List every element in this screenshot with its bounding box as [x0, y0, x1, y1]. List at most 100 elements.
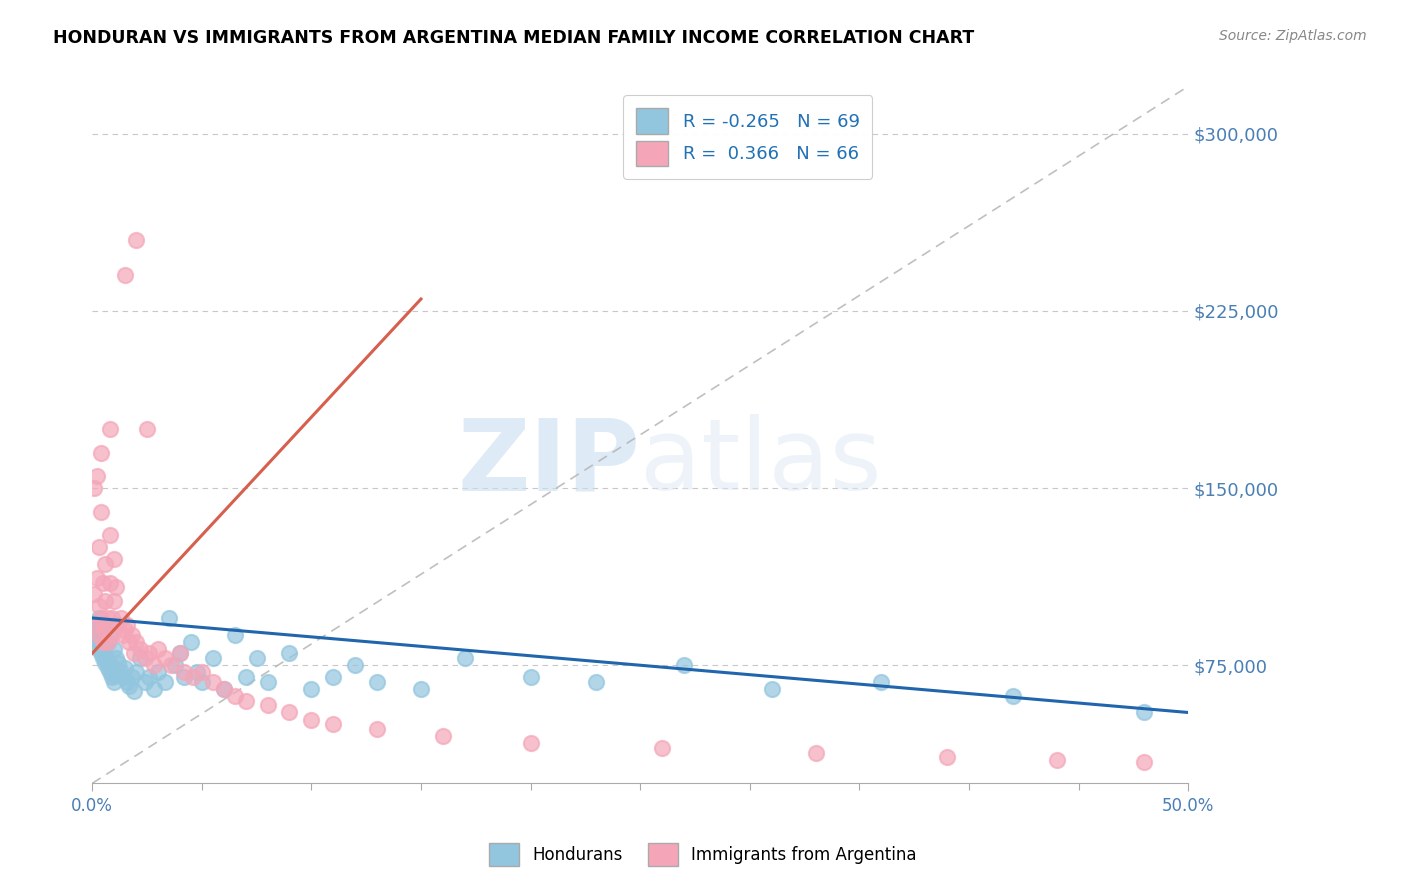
- Point: [87, 634, 110, 648]
- Point: [86, 627, 108, 641]
- Point: [94, 623, 117, 637]
- Point: [98, 627, 121, 641]
- Point: [169, 647, 191, 661]
- Point: [454, 651, 477, 665]
- Point: [96, 660, 118, 674]
- Point: [432, 729, 454, 743]
- Point: [103, 667, 125, 681]
- Point: [86, 623, 108, 637]
- Point: [111, 670, 134, 684]
- Point: [101, 611, 124, 625]
- Point: [1133, 755, 1156, 769]
- Point: [90, 630, 112, 644]
- Point: [672, 658, 695, 673]
- Point: [278, 647, 301, 661]
- Point: [98, 575, 121, 590]
- Point: [94, 648, 117, 663]
- Point: [761, 681, 783, 696]
- Point: [201, 651, 224, 665]
- Point: [91, 575, 114, 590]
- Point: [98, 665, 121, 680]
- Point: [87, 599, 110, 614]
- Point: [86, 571, 108, 585]
- Point: [96, 653, 118, 667]
- Point: [118, 634, 141, 648]
- Point: [191, 674, 214, 689]
- Point: [83, 481, 105, 495]
- Point: [138, 647, 160, 661]
- Point: [83, 587, 105, 601]
- Point: [160, 658, 183, 673]
- Point: [86, 469, 108, 483]
- Point: [278, 706, 301, 720]
- Point: [651, 740, 673, 755]
- Point: [110, 611, 132, 625]
- Point: [98, 422, 121, 436]
- Point: [1046, 753, 1069, 767]
- Point: [125, 233, 148, 247]
- Point: [91, 618, 114, 632]
- Point: [91, 644, 114, 658]
- Text: ZIP: ZIP: [457, 414, 640, 511]
- Point: [212, 681, 235, 696]
- Point: [121, 670, 143, 684]
- Point: [87, 641, 110, 656]
- Point: [366, 722, 388, 736]
- Point: [134, 651, 156, 665]
- Point: [129, 651, 152, 665]
- Point: [105, 651, 128, 665]
- Point: [103, 594, 125, 608]
- Point: [86, 618, 108, 632]
- Point: [224, 689, 246, 703]
- Point: [90, 637, 112, 651]
- Point: [107, 618, 129, 632]
- Point: [121, 627, 143, 641]
- Point: [103, 641, 125, 656]
- Point: [235, 694, 257, 708]
- Point: [125, 634, 148, 648]
- Point: [142, 681, 165, 696]
- Point: [153, 674, 176, 689]
- Point: [212, 681, 235, 696]
- Point: [122, 647, 145, 661]
- Point: [96, 611, 118, 625]
- Point: [114, 660, 136, 674]
- Point: [585, 674, 607, 689]
- Point: [114, 623, 136, 637]
- Point: [96, 634, 118, 648]
- Point: [94, 640, 117, 654]
- Point: [936, 750, 959, 764]
- Point: [519, 736, 541, 750]
- Point: [157, 611, 180, 625]
- Point: [103, 552, 125, 566]
- Text: Source: ZipAtlas.com: Source: ZipAtlas.com: [1219, 29, 1367, 43]
- Point: [186, 665, 208, 680]
- Point: [129, 641, 152, 656]
- Point: [101, 627, 124, 641]
- Point: [165, 658, 187, 673]
- Text: atlas: atlas: [640, 414, 882, 511]
- Point: [117, 674, 139, 689]
- Point: [299, 713, 322, 727]
- Point: [173, 670, 195, 684]
- Point: [173, 665, 195, 680]
- Point: [90, 505, 112, 519]
- Point: [94, 656, 117, 670]
- Point: [111, 627, 134, 641]
- Point: [87, 540, 110, 554]
- Legend: Hondurans, Immigrants from Argentina: Hondurans, Immigrants from Argentina: [482, 836, 924, 873]
- Point: [245, 651, 267, 665]
- Point: [96, 634, 118, 648]
- Text: HONDURAN VS IMMIGRANTS FROM ARGENTINA MEDIAN FAMILY INCOME CORRELATION CHART: HONDURAN VS IMMIGRANTS FROM ARGENTINA ME…: [53, 29, 974, 46]
- Point: [322, 670, 344, 684]
- Point: [122, 684, 145, 698]
- Point: [201, 674, 224, 689]
- Legend: R = -0.265   N = 69, R =  0.366   N = 66: R = -0.265 N = 69, R = 0.366 N = 66: [623, 95, 872, 179]
- Point: [90, 611, 112, 625]
- Point: [83, 615, 105, 630]
- Point: [134, 674, 156, 689]
- Point: [91, 651, 114, 665]
- Point: [98, 658, 121, 673]
- Point: [87, 611, 110, 625]
- Point: [409, 681, 432, 696]
